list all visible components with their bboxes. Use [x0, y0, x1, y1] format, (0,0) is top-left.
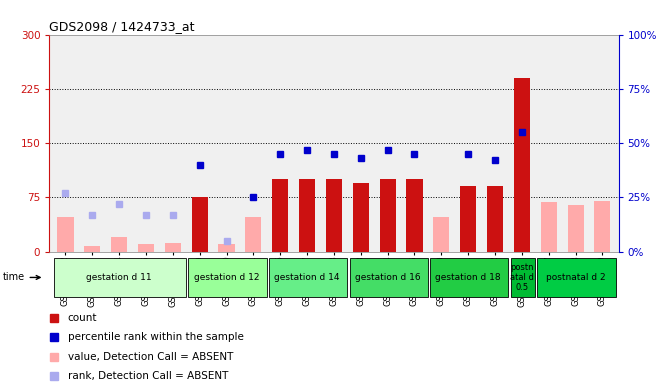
- Text: percentile rank within the sample: percentile rank within the sample: [68, 332, 243, 342]
- Text: gestation d 18: gestation d 18: [436, 273, 501, 282]
- Bar: [514, 78, 530, 252]
- Bar: [541, 202, 557, 252]
- Text: postnatal d 2: postnatal d 2: [545, 273, 605, 282]
- Bar: [57, 217, 74, 252]
- Text: value, Detection Call = ABSENT: value, Detection Call = ABSENT: [68, 352, 233, 362]
- Text: GDS2098 / 1424733_at: GDS2098 / 1424733_at: [49, 20, 195, 33]
- Bar: [84, 246, 101, 252]
- Text: gestation d 14: gestation d 14: [274, 273, 340, 282]
- Bar: [487, 187, 503, 252]
- Bar: [407, 179, 422, 252]
- Text: gestation d 11: gestation d 11: [86, 273, 152, 282]
- Bar: [111, 237, 127, 252]
- Text: rank, Detection Call = ABSENT: rank, Detection Call = ABSENT: [68, 371, 228, 381]
- Bar: [538, 258, 616, 297]
- Bar: [380, 179, 395, 252]
- Bar: [430, 258, 509, 297]
- Bar: [164, 243, 181, 252]
- Bar: [460, 187, 476, 252]
- Bar: [191, 197, 208, 252]
- Bar: [245, 217, 261, 252]
- Bar: [218, 244, 235, 252]
- Text: gestation d 12: gestation d 12: [194, 273, 259, 282]
- Bar: [433, 217, 449, 252]
- Bar: [349, 258, 428, 297]
- Bar: [299, 179, 315, 252]
- Text: postn
atal d
0.5: postn atal d 0.5: [510, 263, 534, 292]
- Bar: [54, 258, 186, 297]
- Bar: [269, 258, 347, 297]
- Bar: [138, 244, 154, 252]
- Text: count: count: [68, 313, 97, 323]
- Text: time: time: [3, 272, 40, 283]
- Bar: [272, 179, 288, 252]
- Bar: [511, 258, 536, 297]
- Bar: [567, 205, 584, 252]
- Bar: [326, 179, 342, 252]
- Bar: [353, 183, 369, 252]
- Bar: [594, 201, 611, 252]
- Text: gestation d 16: gestation d 16: [355, 273, 420, 282]
- Bar: [188, 258, 266, 297]
